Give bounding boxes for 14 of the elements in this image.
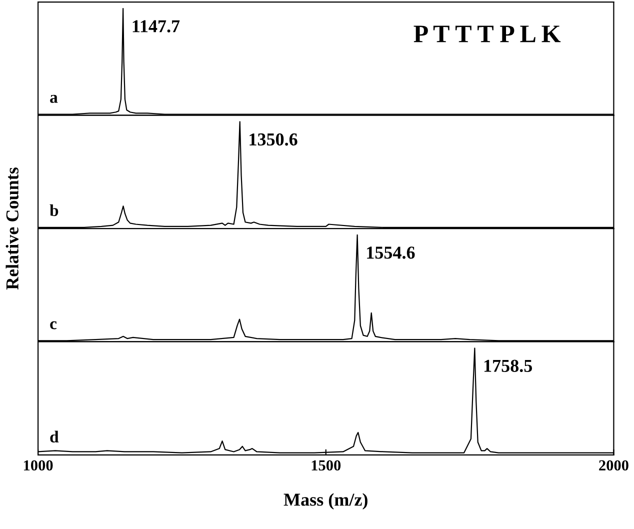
annotation: 1554.6 — [367, 246, 415, 259]
x-tick-label: 2000 — [599, 460, 628, 471]
x-axis-title: Mass (m/z) — [284, 493, 368, 510]
annotation: c — [50, 321, 57, 330]
annotation: d — [50, 430, 59, 442]
annotation: 1350.6 — [250, 133, 298, 146]
y-axis-title: Relative Counts — [6, 168, 19, 290]
annotation: b — [50, 204, 58, 216]
x-tick-label: 1000 — [24, 460, 53, 471]
annotation: 1758.5 — [484, 360, 532, 372]
annotation: a — [50, 94, 58, 103]
annotation: 1147.7 — [132, 20, 180, 32]
annotation: P T T T P L K — [414, 26, 561, 42]
x-tick-label: 1500 — [312, 460, 341, 471]
